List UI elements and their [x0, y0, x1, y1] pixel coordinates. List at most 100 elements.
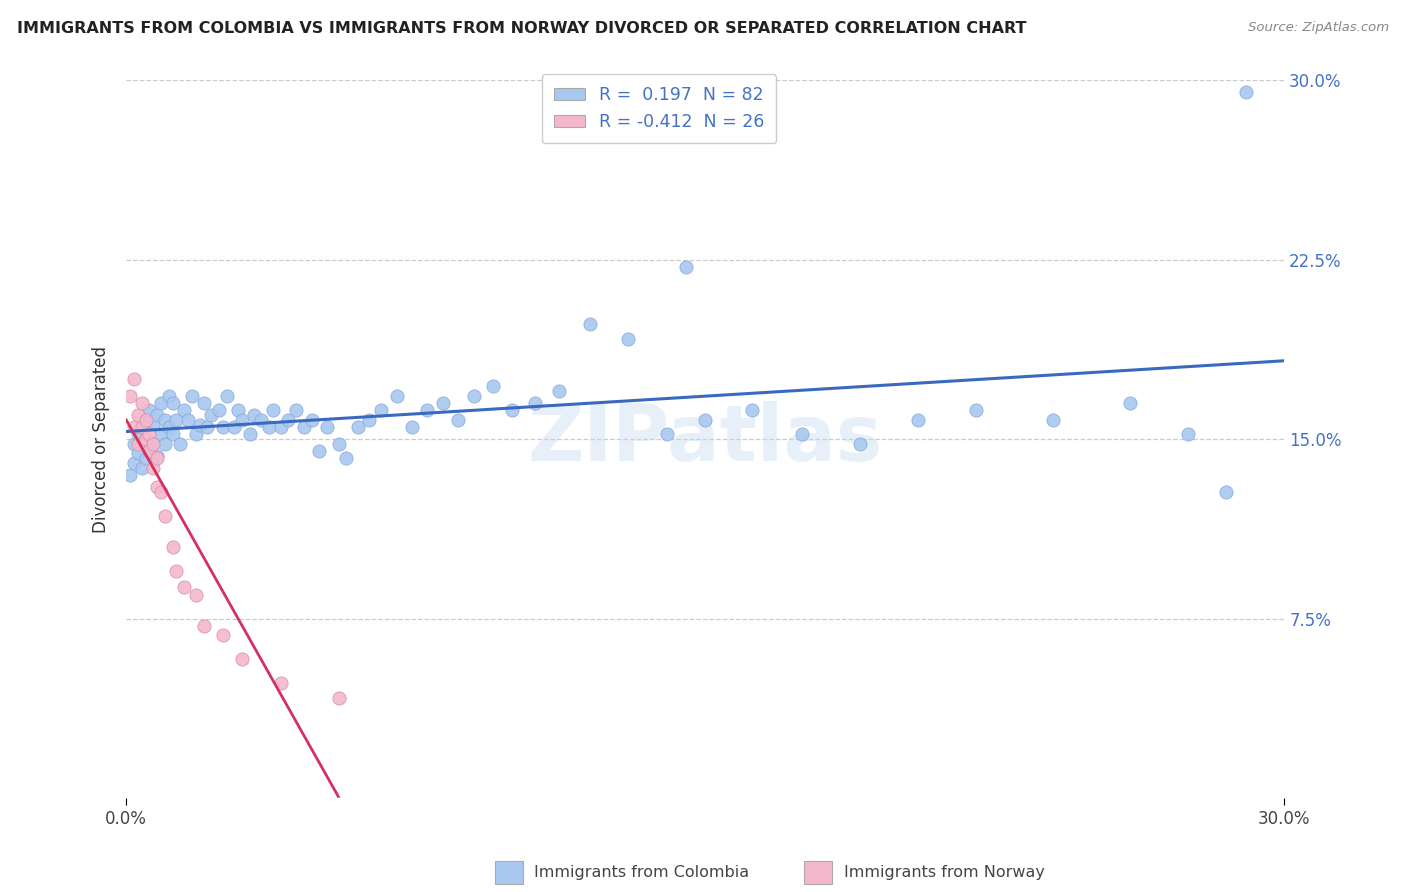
- Point: [907, 413, 929, 427]
- Point: [655, 427, 678, 442]
- Point: [157, 420, 180, 434]
- Point: [239, 427, 262, 442]
- Point: [135, 432, 157, 446]
- Point: [131, 420, 153, 434]
- Point: [173, 581, 195, 595]
- Point: [135, 432, 157, 446]
- Point: [193, 396, 215, 410]
- Y-axis label: Divorced or Separated: Divorced or Separated: [93, 345, 110, 533]
- Text: ZIPatlas: ZIPatlas: [527, 401, 883, 477]
- Point: [135, 413, 157, 427]
- Legend: R =  0.197  N = 82, R = -0.412  N = 26: R = 0.197 N = 82, R = -0.412 N = 26: [541, 74, 776, 144]
- Point: [292, 420, 315, 434]
- Point: [370, 403, 392, 417]
- Point: [157, 389, 180, 403]
- Point: [215, 389, 238, 403]
- Point: [208, 403, 231, 417]
- Point: [741, 403, 763, 417]
- Point: [226, 403, 249, 417]
- Point: [138, 444, 160, 458]
- Point: [146, 480, 169, 494]
- Point: [262, 403, 284, 417]
- Point: [1215, 484, 1237, 499]
- Point: [127, 408, 149, 422]
- Point: [177, 413, 200, 427]
- Point: [150, 396, 173, 410]
- Point: [184, 588, 207, 602]
- Point: [270, 676, 292, 690]
- Point: [146, 449, 169, 463]
- Point: [277, 413, 299, 427]
- Point: [347, 420, 370, 434]
- Point: [150, 427, 173, 442]
- Point: [385, 389, 408, 403]
- Point: [162, 396, 184, 410]
- Point: [447, 413, 470, 427]
- Point: [501, 403, 523, 417]
- Point: [257, 420, 280, 434]
- Point: [122, 456, 145, 470]
- Point: [675, 260, 697, 274]
- Point: [250, 413, 273, 427]
- Point: [1234, 85, 1257, 99]
- Point: [524, 396, 547, 410]
- Text: Immigrants from Norway: Immigrants from Norway: [844, 865, 1045, 880]
- Text: Source: ZipAtlas.com: Source: ZipAtlas.com: [1249, 21, 1389, 34]
- Point: [285, 403, 308, 417]
- Point: [162, 540, 184, 554]
- Point: [173, 403, 195, 417]
- Point: [695, 413, 717, 427]
- Point: [547, 384, 569, 399]
- Point: [184, 427, 207, 442]
- Point: [328, 690, 350, 705]
- Point: [965, 403, 987, 417]
- Point: [142, 417, 165, 432]
- Point: [211, 628, 233, 642]
- Point: [578, 317, 600, 331]
- Point: [146, 408, 169, 422]
- Point: [848, 437, 870, 451]
- Point: [142, 437, 165, 451]
- Point: [193, 619, 215, 633]
- Point: [416, 403, 439, 417]
- Point: [138, 444, 160, 458]
- Point: [142, 460, 165, 475]
- Point: [790, 427, 813, 442]
- Point: [195, 420, 218, 434]
- Point: [131, 396, 153, 410]
- Point: [153, 437, 176, 451]
- Point: [131, 460, 153, 475]
- Point: [200, 408, 222, 422]
- Point: [181, 389, 204, 403]
- Point: [153, 413, 176, 427]
- Point: [127, 446, 149, 460]
- Point: [188, 417, 211, 432]
- Point: [120, 389, 142, 403]
- Point: [131, 420, 153, 434]
- Point: [1177, 427, 1199, 442]
- Point: [135, 413, 157, 427]
- Point: [617, 332, 640, 346]
- Point: [146, 451, 169, 466]
- Point: [127, 437, 149, 451]
- Point: [401, 420, 423, 434]
- Point: [1119, 396, 1142, 410]
- Point: [301, 413, 323, 427]
- Point: [231, 413, 253, 427]
- Point: [122, 437, 145, 451]
- Point: [463, 389, 485, 403]
- Point: [138, 427, 160, 442]
- Point: [482, 379, 505, 393]
- Point: [153, 508, 176, 523]
- Point: [335, 451, 357, 466]
- Point: [359, 413, 381, 427]
- Point: [308, 444, 330, 458]
- Point: [231, 652, 253, 666]
- Point: [270, 420, 292, 434]
- Point: [316, 420, 339, 434]
- Point: [211, 420, 233, 434]
- Point: [142, 437, 165, 451]
- Point: [127, 427, 149, 442]
- Text: Immigrants from Colombia: Immigrants from Colombia: [534, 865, 749, 880]
- Point: [138, 403, 160, 417]
